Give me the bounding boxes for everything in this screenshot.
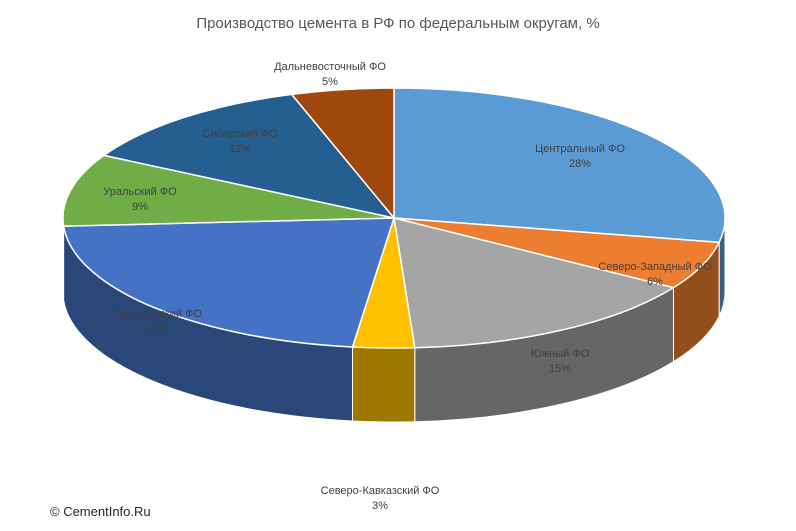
- slice-name-label-5: Приволжский ФО: [114, 308, 203, 320]
- slice-name-label-8: Дальневосточный ФО: [274, 61, 386, 73]
- slice-name-label-4: Северо-Кавказский ФО: [321, 485, 440, 497]
- pie-tops: [62, 87, 726, 349]
- slice-name-label-6: Уральский ФО: [103, 186, 177, 198]
- pie-slice-3: [393, 216, 676, 349]
- slice-value-label-3: 15%: [549, 363, 571, 375]
- slice-value-label-7: 12%: [229, 143, 251, 155]
- pie-labels: Центральный ФО 28% Северо-Западный ФО 6% Южн…: [103, 61, 712, 512]
- slice-name-label-7: Сибирский ФО: [202, 128, 278, 140]
- slice-value-label-5: 22%: [147, 323, 169, 335]
- copyright-credit: © CementInfo.Ru: [50, 504, 151, 519]
- pie-slice-6: [62, 154, 395, 227]
- slice-name-label-3: Южный ФО: [531, 348, 590, 360]
- slice-value-label-2: 6%: [647, 276, 663, 288]
- pie-slice-7: [102, 93, 396, 220]
- pie-sides: [62, 217, 726, 423]
- slice-value-label-1: 28%: [569, 158, 591, 170]
- pie-slice-1: [393, 87, 726, 244]
- pie-slice-2: [393, 217, 721, 289]
- pie-slice-5: [62, 217, 396, 348]
- slice-value-label-6: 9%: [132, 201, 148, 213]
- slice-value-label-8: 5%: [322, 76, 338, 88]
- slice-name-label-2: Северо-Западный ФО: [598, 261, 712, 273]
- slice-value-label-4: 3%: [372, 500, 388, 512]
- slice-name-label-1: Центральный ФО: [535, 143, 625, 155]
- pie-side-4: [352, 346, 416, 423]
- pie-slice-8: [290, 87, 395, 221]
- chart-title: Производство цемента в РФ по федеральным…: [196, 15, 599, 32]
